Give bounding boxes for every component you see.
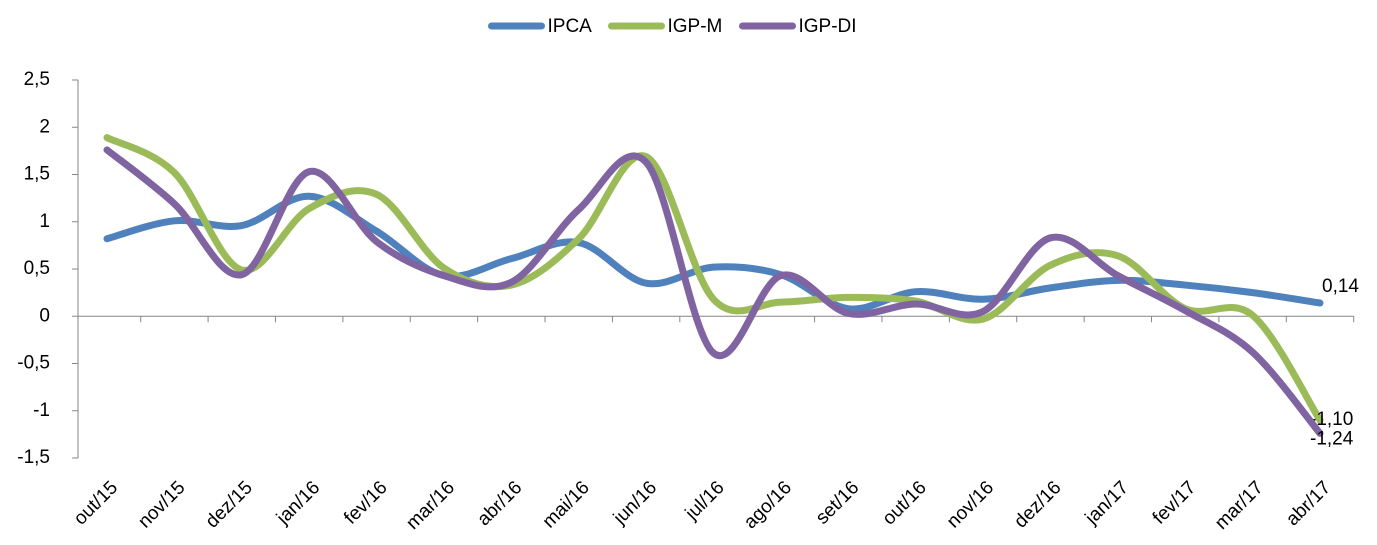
y-tick-label: 1	[39, 211, 50, 232]
x-tick-label: abr/17	[1282, 477, 1335, 530]
legend-label: IGP-DI	[799, 16, 857, 37]
y-tick-label: -1	[33, 400, 50, 421]
x-tick-label: abr/16	[473, 477, 526, 530]
data-label: -1,24	[1310, 428, 1354, 449]
x-tick-label: ago/16	[740, 477, 796, 533]
x-tick-label: nov/16	[943, 477, 998, 532]
x-tick-label: jan/16	[272, 477, 324, 529]
y-tick-label: -1,5	[17, 447, 50, 468]
y-tick-label: -0,5	[17, 353, 50, 374]
x-tick-label: nov/15	[134, 477, 189, 532]
x-tick-label: fev/17	[1149, 477, 1200, 528]
series-line	[103, 134, 1324, 424]
x-tick-label: dez/15	[202, 477, 257, 532]
x-tick-label: fev/16	[340, 477, 391, 528]
y-tick-label: 2,5	[24, 69, 50, 90]
y-tick-label: 0,5	[24, 258, 50, 279]
y-tick-label: 0	[39, 305, 50, 326]
x-tick-label: mar/17	[1211, 477, 1268, 534]
data-label: 0,14	[1322, 276, 1359, 297]
x-tick-label: dez/16	[1010, 477, 1065, 532]
y-tick-label: 1,5	[24, 164, 50, 185]
series-line	[103, 146, 1324, 437]
legend-label: IPCA	[548, 16, 593, 37]
data-label: -1,10	[1310, 409, 1353, 430]
x-tick-label: jan/17	[1081, 477, 1133, 529]
x-tick-label: out/15	[70, 477, 122, 529]
x-tick-label: jun/16	[609, 477, 661, 529]
y-tick-label: 2	[39, 116, 50, 137]
legend-label: IGP-M	[668, 16, 723, 37]
x-tick-label: jul/16	[681, 477, 729, 525]
x-tick-label: out/16	[879, 477, 931, 529]
x-tick-label: mar/16	[402, 477, 459, 534]
series-line	[103, 192, 1324, 313]
x-tick-label: set/16	[812, 477, 863, 528]
x-tick-label: mai/16	[539, 477, 594, 532]
